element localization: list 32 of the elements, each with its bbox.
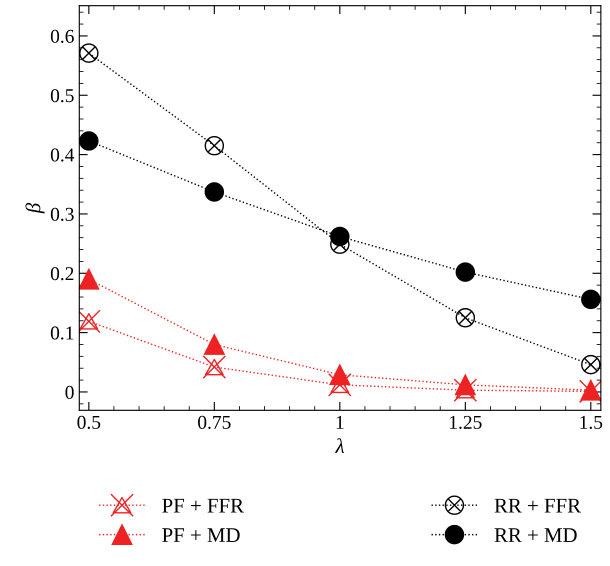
legend-label: PF + FFR bbox=[162, 498, 244, 512]
point bbox=[329, 364, 350, 386]
x-tick-label: 1.25 bbox=[450, 416, 482, 429]
y-tick-label: 0.4 bbox=[50, 148, 74, 162]
point bbox=[454, 374, 476, 396]
y-tick-label: 0.6 bbox=[50, 30, 74, 43]
point bbox=[456, 308, 476, 328]
x-axis-title: λ bbox=[335, 438, 344, 453]
point bbox=[330, 226, 350, 246]
point bbox=[79, 131, 99, 151]
point bbox=[79, 43, 99, 63]
legend-label: RR + FFR bbox=[494, 498, 582, 512]
point bbox=[204, 334, 225, 355]
y-tick-label: 0 bbox=[65, 386, 74, 399]
x-tick-label: 0.75 bbox=[198, 416, 231, 429]
y-tick-label: 0.3 bbox=[50, 208, 74, 221]
point bbox=[581, 290, 601, 310]
legend-label: RR + MD bbox=[494, 528, 577, 542]
point bbox=[204, 182, 224, 202]
point bbox=[79, 268, 100, 290]
x-tick-label: 1 bbox=[336, 416, 344, 429]
point bbox=[456, 262, 476, 282]
y-tick-label: 0.5 bbox=[50, 89, 74, 102]
x-tick-label: 0.5 bbox=[77, 416, 100, 429]
legend-label: PF + MD bbox=[162, 528, 240, 542]
x-tick-label: 1.5 bbox=[580, 416, 602, 429]
y-tick-label: 0.1 bbox=[50, 326, 74, 340]
y-tick-label: 0.2 bbox=[50, 267, 74, 280]
point bbox=[202, 355, 226, 379]
point bbox=[581, 354, 601, 374]
point bbox=[204, 136, 224, 156]
y-axis-title: β bbox=[25, 202, 45, 214]
